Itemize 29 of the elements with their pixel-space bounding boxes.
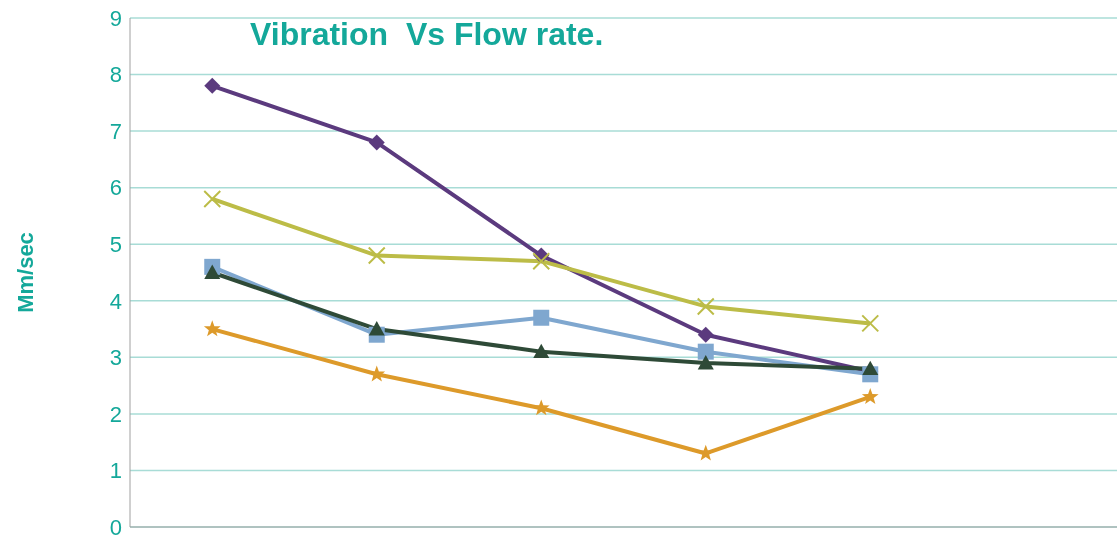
point bbox=[367, 246, 386, 265]
point bbox=[696, 297, 715, 316]
point bbox=[368, 134, 385, 151]
point bbox=[697, 354, 714, 370]
point bbox=[697, 326, 714, 343]
y-tick-label: 5 bbox=[109, 232, 122, 258]
point bbox=[368, 321, 385, 336]
point bbox=[862, 360, 879, 376]
chart-title: Vibration Vs Flow rate. bbox=[250, 16, 604, 53]
y-tick-label: 8 bbox=[109, 62, 122, 88]
y-tick-label: 3 bbox=[109, 345, 122, 371]
point bbox=[533, 343, 550, 359]
point bbox=[203, 320, 221, 337]
y-tick-label: 6 bbox=[109, 175, 122, 201]
y-tick-label: 0 bbox=[109, 514, 122, 538]
y-tick-label: 4 bbox=[109, 288, 122, 314]
point bbox=[697, 343, 714, 360]
y-axis-title: Mm/sec bbox=[12, 232, 38, 313]
point bbox=[204, 264, 221, 279]
point bbox=[861, 388, 879, 405]
y-tick-label: 2 bbox=[109, 401, 122, 427]
point bbox=[203, 189, 222, 208]
y-tick-label: 9 bbox=[109, 5, 122, 31]
point bbox=[204, 77, 221, 94]
y-tick-label: 1 bbox=[109, 458, 122, 484]
y-tick-label: 7 bbox=[109, 118, 122, 144]
point bbox=[532, 252, 551, 271]
point bbox=[861, 314, 880, 333]
point bbox=[533, 309, 550, 326]
